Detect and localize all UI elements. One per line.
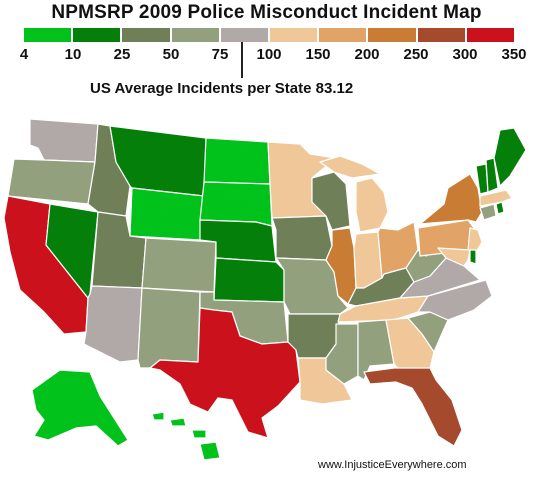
state-AK	[31, 369, 129, 447]
legend-tick-label: 10	[64, 46, 82, 63]
state-HI-2	[169, 417, 187, 427]
legend-tick-label: 4	[19, 46, 29, 63]
state-CO	[141, 237, 217, 293]
legend-tick-label: 75	[211, 46, 229, 63]
legend-swatch-10	[466, 28, 515, 42]
state-HI-3	[191, 429, 207, 439]
state-TX	[149, 307, 301, 439]
state-HI-4	[199, 441, 221, 460]
legend-tick-label: 250	[403, 46, 429, 63]
us-choropleth-map	[3, 118, 527, 460]
legend-swatch-5	[220, 28, 271, 42]
legend-tick-label: 50	[162, 46, 180, 63]
state-MI	[355, 177, 389, 233]
state-OR	[7, 158, 96, 205]
state-AZ	[83, 285, 143, 363]
legend-swatch-2	[73, 28, 123, 42]
legend-swatch-9	[417, 28, 467, 42]
state-WI	[311, 171, 351, 231]
state-NY	[419, 173, 483, 225]
legend-tick-label: 25	[113, 46, 131, 63]
state-IN	[353, 231, 383, 289]
state-IA	[271, 215, 333, 261]
us-average-label: US Average Incidents per State 83.12	[90, 80, 354, 97]
state-CT	[479, 203, 497, 221]
map-title: NPMSRP 2009 Police Misconduct Incident M…	[51, 2, 482, 23]
legend-swatch-1	[24, 28, 74, 42]
legend-tick-label: 200	[354, 46, 380, 63]
state-RI	[495, 201, 505, 215]
state-MI-upper	[319, 155, 381, 179]
state-FL	[363, 367, 463, 447]
state-HI-1	[151, 411, 165, 421]
state-KS	[213, 257, 285, 303]
state-NJ	[467, 227, 483, 257]
state-NH	[485, 157, 499, 193]
state-WA	[29, 118, 99, 163]
legend-tick-label: 350	[501, 46, 527, 63]
state-MD	[437, 247, 471, 267]
state-DE	[469, 249, 477, 265]
state-IL	[325, 227, 357, 305]
state-SD	[199, 181, 273, 227]
legend-swatch-3	[122, 28, 172, 42]
legend-swatch-6	[270, 28, 320, 42]
state-NM	[137, 287, 201, 369]
legend-swatch-4	[171, 28, 221, 42]
state-ME	[493, 127, 527, 187]
legend-tick-label: 300	[452, 46, 478, 63]
state-WY	[129, 187, 205, 241]
legend-tick-label: 150	[305, 46, 331, 63]
state-ND	[203, 137, 271, 185]
color-scale-legend	[24, 28, 515, 42]
us-average-marker	[241, 42, 243, 78]
source-credit: www.InjusticeEverywhere.com	[318, 459, 467, 471]
legend-tick-label: 100	[256, 46, 282, 63]
legend-swatch-8	[368, 28, 418, 42]
state-MA	[479, 189, 513, 207]
legend-swatch-7	[319, 28, 369, 42]
